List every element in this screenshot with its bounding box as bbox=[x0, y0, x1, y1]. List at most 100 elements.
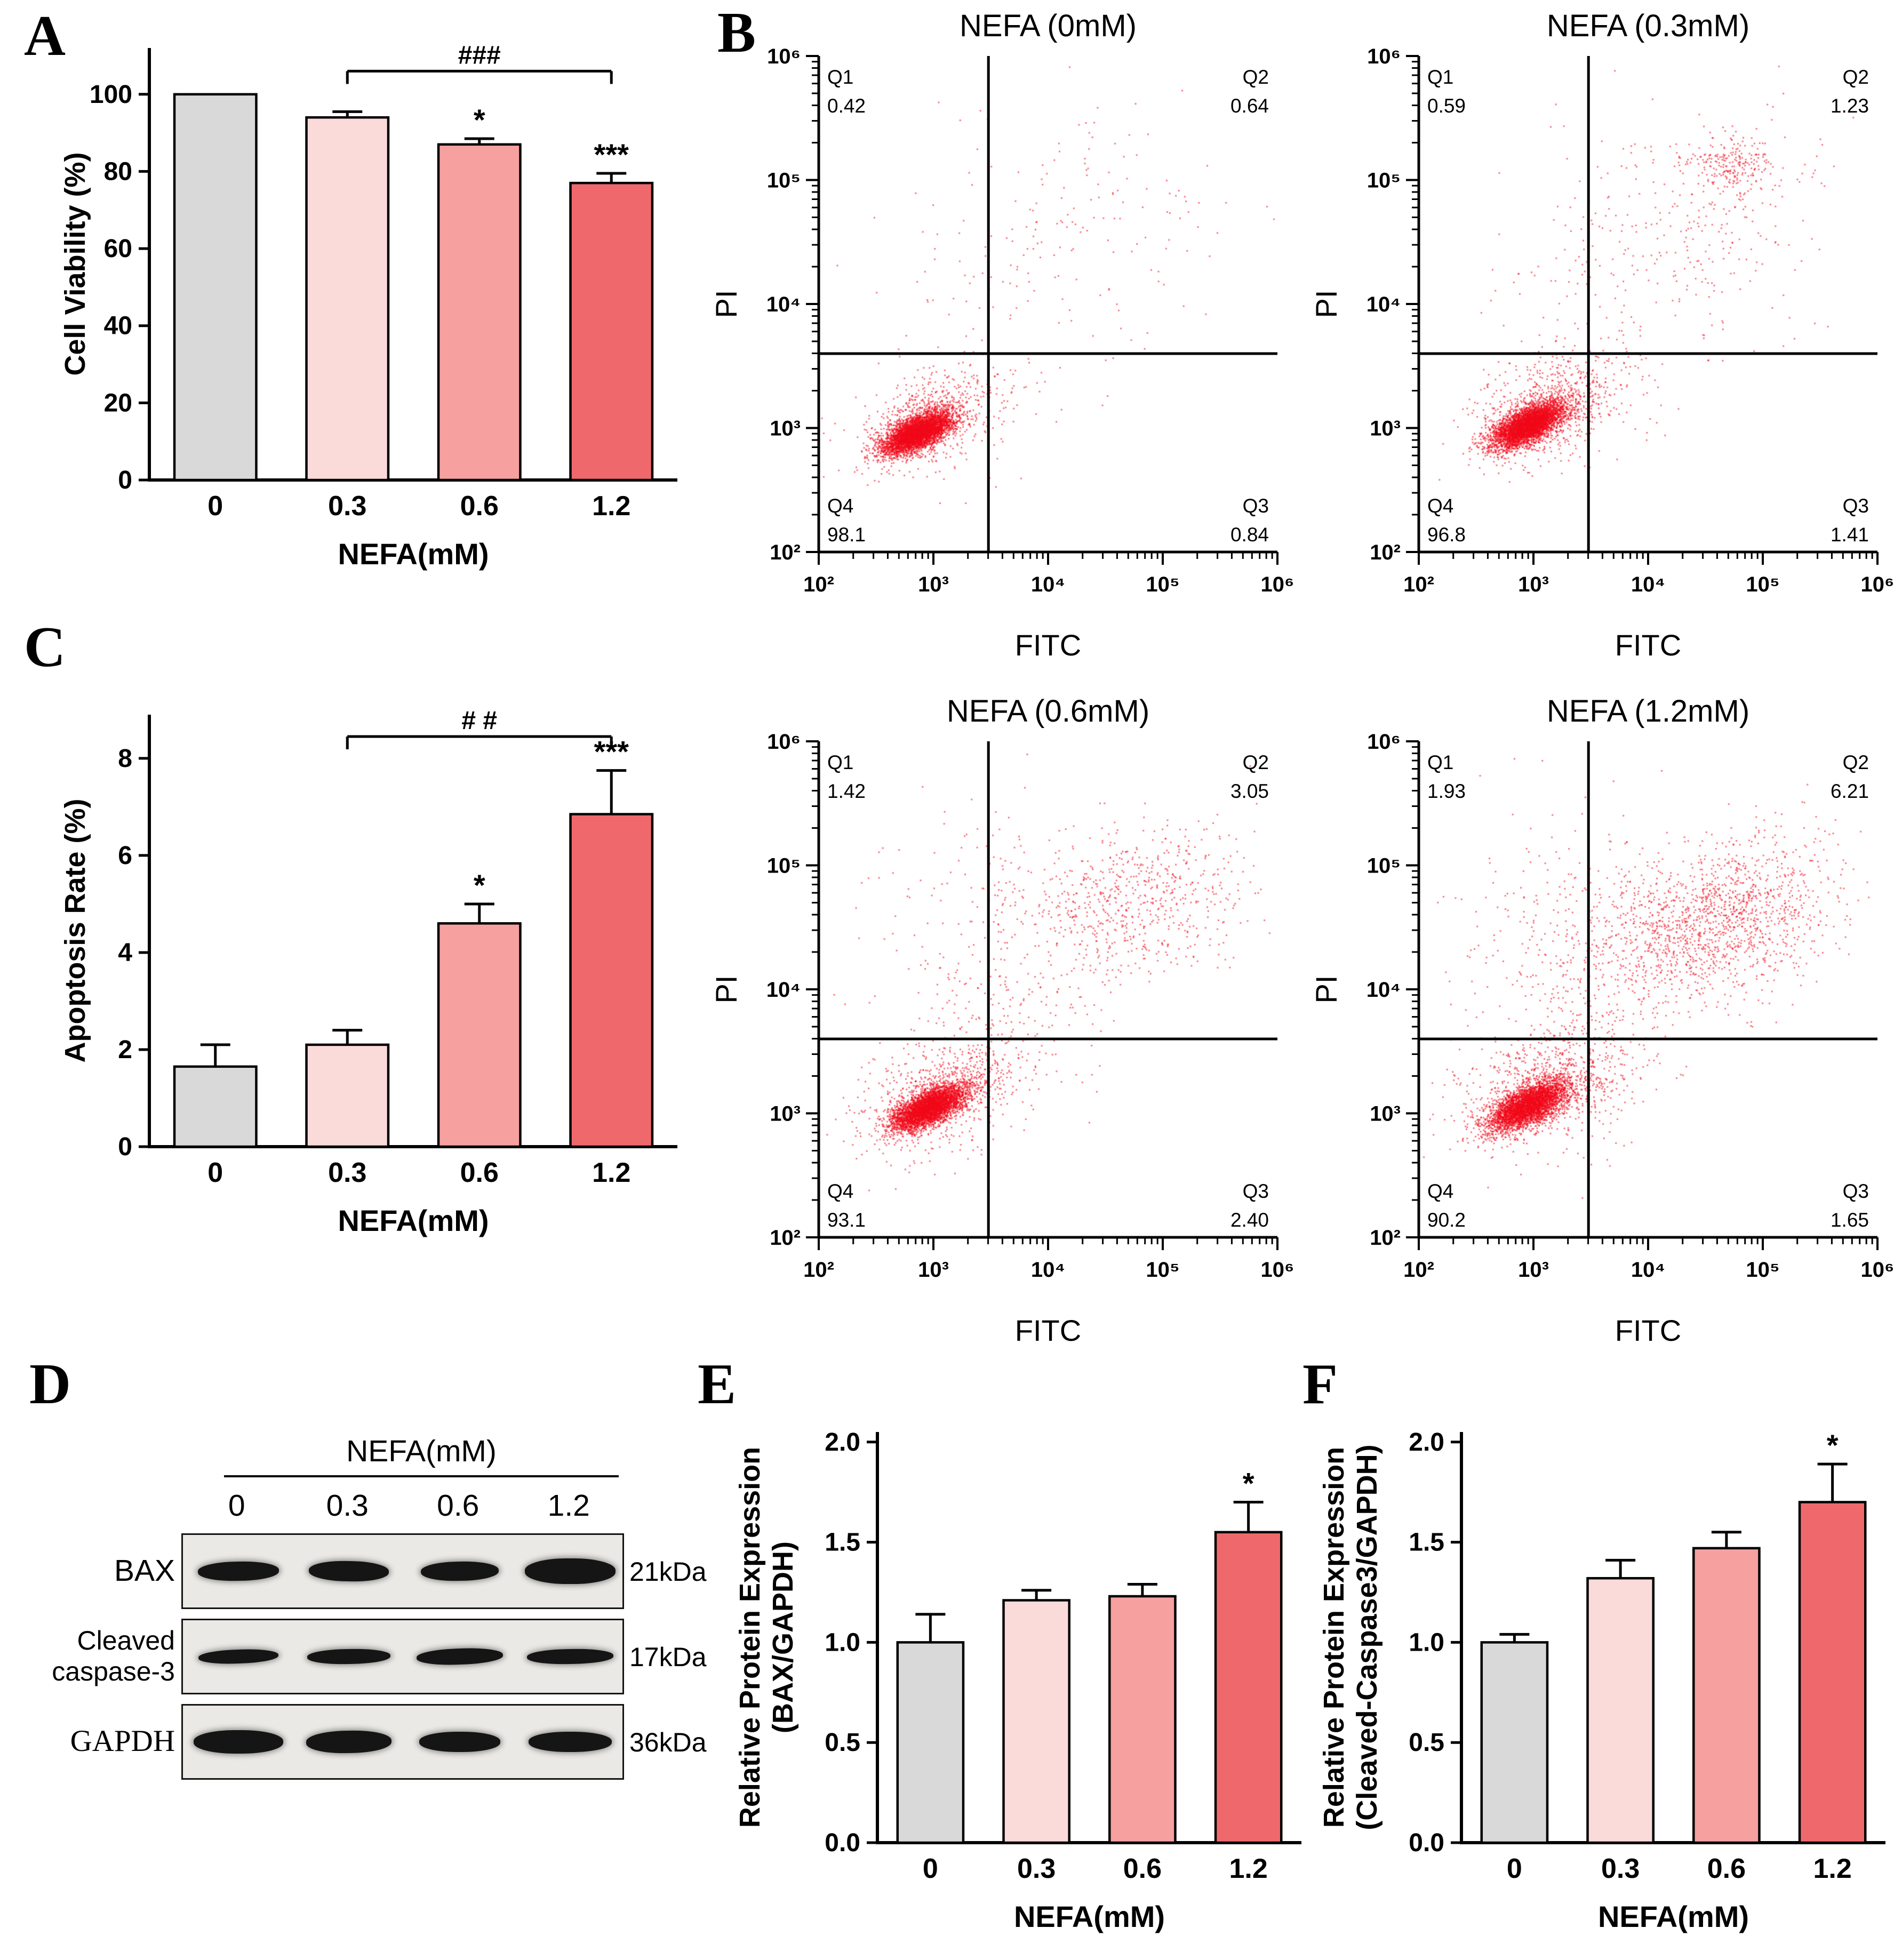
flow-points-canvas bbox=[819, 56, 1277, 552]
blot-band bbox=[307, 1648, 391, 1665]
y-axis-title: Relative Protein Expression bbox=[734, 1447, 766, 1828]
panel-a-bar-chart: 0 20 40 60 80 100 0 0.3 0.6 * 1.2 *** ### NEFA(mM) Cel… bbox=[56, 19, 691, 595]
x-axis-title: FITC bbox=[1015, 1314, 1081, 1347]
quadrant-name: Q4 bbox=[827, 1180, 853, 1202]
x-axis-title: FITC bbox=[1015, 628, 1081, 662]
x-category-label: 0.6 bbox=[460, 491, 499, 522]
bar-0.6 bbox=[437, 922, 522, 1148]
flow-plot-06mM: 10² 10² 10³ 10³ 10⁴ 10⁴ 10⁵ 10⁵ 10⁶ 10⁶ Q1 1.42 Q2 3.… bbox=[709, 730, 1294, 1349]
y-tick-label: 0.0 bbox=[825, 1829, 860, 1857]
y-tick-label: 10⁴ bbox=[1366, 978, 1401, 1002]
blot-strip-bax bbox=[181, 1533, 624, 1609]
quadrant-value: 3.05 bbox=[1230, 780, 1269, 802]
panel-c-bar-chart: 0 2 4 6 8 0 0.3 0.6 * 1.2 *** # # NEFA(mM) Apoptosis … bbox=[56, 685, 691, 1261]
y-tick-label: 10⁵ bbox=[767, 169, 801, 193]
panel-e-bar-chart: 0.0 0.5 1.0 1.5 2.0 0 0.3 0.6 1.2 * NEFA(mM) Relati… bbox=[734, 1408, 1312, 1957]
y-tick-label: 10⁶ bbox=[1367, 45, 1401, 68]
blot-strip-gapdh bbox=[181, 1704, 624, 1780]
y-tick-label: 1.5 bbox=[1409, 1529, 1444, 1557]
bar-0 bbox=[896, 1641, 965, 1844]
blot-band bbox=[306, 1730, 392, 1754]
x-axis-title: NEFA(mM) bbox=[1598, 1900, 1749, 1933]
flow-title-12mM: NEFA (1.2mM) bbox=[1546, 694, 1750, 729]
quadrant-name: Q3 bbox=[1243, 495, 1269, 517]
y-tick-label: 6 bbox=[118, 842, 132, 870]
y-tick-label: 10² bbox=[770, 1226, 801, 1250]
bar-1.2 bbox=[569, 181, 654, 482]
y-tick-label: 10⁶ bbox=[767, 730, 801, 754]
blot-band bbox=[420, 1561, 499, 1582]
quadrant-name: Q2 bbox=[1243, 751, 1269, 773]
blot-lane-label: 1.2 bbox=[547, 1489, 590, 1523]
blot-band bbox=[525, 1558, 616, 1584]
x-category-label: 0.6 bbox=[1123, 1853, 1162, 1884]
y-tick-label: 0.5 bbox=[1409, 1729, 1444, 1757]
x-tick-label: 10⁶ bbox=[1861, 1258, 1895, 1282]
flow-panel-12mM: NEFA (1.2mM) 10² 10² 10³ 10³ 10⁴ 10⁴ 10⁵ 10⁵ 10⁶… bbox=[1309, 693, 1895, 1357]
panel-f-bar-chart: 0.0 0.5 1.0 1.5 2.0 0 0.3 0.6 1.2 * NEFA(mM) Relati… bbox=[1318, 1408, 1896, 1957]
y-tick-label: 10³ bbox=[770, 1102, 801, 1126]
bar-1.2 bbox=[1214, 1531, 1283, 1844]
x-category-label: 1.2 bbox=[1813, 1853, 1851, 1884]
quadrant-value: 0.42 bbox=[827, 95, 866, 117]
x-category-label: 0.3 bbox=[328, 491, 366, 522]
quadrant-name: Q3 bbox=[1843, 1180, 1869, 1202]
y-tick-label: 100 bbox=[90, 81, 132, 109]
quadrant-value: 1.65 bbox=[1831, 1209, 1869, 1231]
blot-lane-label: 0 bbox=[228, 1489, 245, 1523]
y-axis-title: PI bbox=[709, 975, 743, 1004]
casp-svg: 0.0 0.5 1.0 1.5 2.0 0 0.3 0.6 1.2 * NEFA(mM) Relati… bbox=[1318, 1428, 1885, 1933]
panel-label-d: D bbox=[29, 1353, 71, 1416]
bar-0.3 bbox=[305, 1043, 390, 1148]
x-category-label: 1.2 bbox=[1229, 1853, 1267, 1884]
quadrant-value: 0.59 bbox=[1427, 95, 1466, 117]
flow-title-0mM: NEFA (0mM) bbox=[960, 9, 1137, 43]
bar-0.3 bbox=[1002, 1599, 1070, 1844]
panel-label-f: F bbox=[1302, 1353, 1338, 1416]
x-tick-label: 10⁶ bbox=[1261, 573, 1294, 596]
y-tick-label: 20 bbox=[104, 389, 132, 417]
quadrant-value: 1.41 bbox=[1831, 524, 1869, 546]
x-tick-label: 10⁵ bbox=[1746, 573, 1779, 596]
y-tick-label: 10⁵ bbox=[767, 854, 801, 878]
y-tick-label: 10⁶ bbox=[1367, 730, 1401, 754]
y-axis-title: (Cleaved-Caspase3/GAPDH) bbox=[1351, 1444, 1383, 1830]
y-tick-label: 60 bbox=[104, 235, 132, 263]
x-category-label: 0 bbox=[1507, 1853, 1522, 1884]
significance-label: *** bbox=[594, 138, 629, 171]
blot-row-label-bax: BAX bbox=[114, 1554, 175, 1588]
y-tick-label: 10⁴ bbox=[766, 978, 801, 1002]
x-category-label: 0.3 bbox=[328, 1157, 366, 1188]
quadrant-value: 90.2 bbox=[1427, 1209, 1466, 1231]
quadrant-name: Q1 bbox=[827, 751, 853, 773]
x-axis-title: NEFA(mM) bbox=[338, 537, 489, 571]
blot-band bbox=[193, 1730, 283, 1754]
y-tick-label: 10⁶ bbox=[767, 45, 801, 68]
flow-plot-12mM: 10² 10² 10³ 10³ 10⁴ 10⁴ 10⁵ 10⁵ 10⁶ 10⁶ Q1 1.93 Q2 6.… bbox=[1309, 730, 1895, 1349]
bar-0.6 bbox=[437, 143, 522, 482]
y-tick-label: 1.5 bbox=[825, 1529, 860, 1557]
blot-band bbox=[308, 1560, 389, 1582]
bax-svg: 0.0 0.5 1.0 1.5 2.0 0 0.3 0.6 1.2 * NEFA(mM) Relati… bbox=[734, 1428, 1301, 1933]
significance-label: * bbox=[474, 868, 485, 902]
x-tick-label: 10² bbox=[1403, 573, 1434, 596]
quadrant-name: Q1 bbox=[1427, 66, 1453, 88]
blot-band bbox=[529, 1732, 612, 1752]
y-tick-label: 40 bbox=[104, 312, 132, 340]
y-tick-label: 10³ bbox=[1370, 417, 1401, 441]
y-tick-label: 2.0 bbox=[1409, 1428, 1444, 1457]
quadrant-name: Q2 bbox=[1843, 66, 1869, 88]
x-category-label: 1.2 bbox=[592, 1157, 630, 1188]
flow-points-canvas bbox=[819, 741, 1277, 1237]
x-category-label: 0 bbox=[207, 491, 223, 522]
flow-panel-06mM: NEFA (0.6mM) 10² 10² 10³ 10³ 10⁴ 10⁴ 10⁵ 10⁵ 10⁶… bbox=[709, 693, 1294, 1357]
flow-title-06mM: NEFA (0.6mM) bbox=[946, 694, 1150, 729]
quadrant-value: 1.23 bbox=[1831, 95, 1869, 117]
y-axis-title: (BAX/GAPDH) bbox=[767, 1541, 799, 1733]
quadrant-name: Q4 bbox=[827, 495, 853, 517]
quadrant-name: Q2 bbox=[1243, 66, 1269, 88]
x-category-label: 0 bbox=[207, 1157, 223, 1188]
significance-label: * bbox=[1827, 1428, 1839, 1462]
